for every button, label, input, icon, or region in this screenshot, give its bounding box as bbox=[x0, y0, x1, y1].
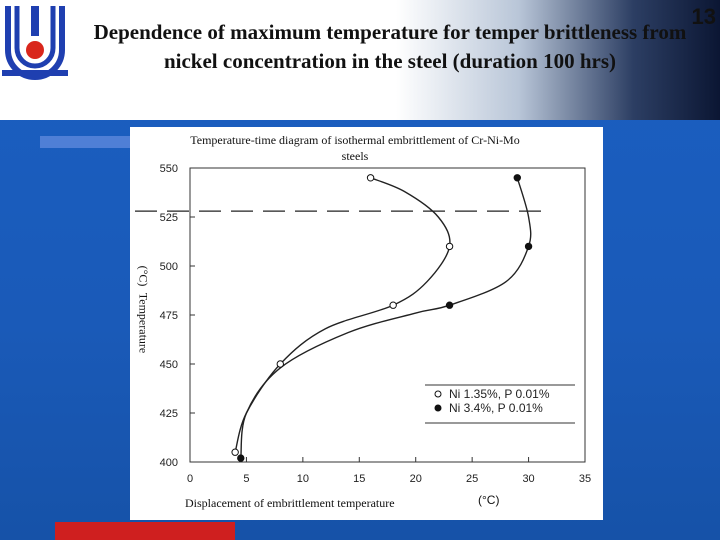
x-tick-label: 25 bbox=[466, 473, 478, 485]
series-2-curve bbox=[240, 177, 532, 459]
x-axis-label: Displacement of embrittlement temperatur… bbox=[185, 496, 395, 510]
series-1-point bbox=[231, 448, 239, 456]
series-2-point bbox=[513, 174, 521, 182]
series-1-point bbox=[445, 242, 454, 251]
x-tick-label: 35 bbox=[579, 473, 591, 485]
series-1-curve bbox=[234, 177, 451, 453]
series-2-point bbox=[445, 301, 454, 309]
series-2-point bbox=[237, 454, 245, 462]
slide-number: 13 bbox=[691, 4, 716, 29]
bottom-accent-bar bbox=[55, 522, 235, 540]
chart-panel bbox=[130, 127, 603, 520]
legend-filled-marker bbox=[434, 404, 442, 412]
chart-title: Temperature-time diagram of isothermal e… bbox=[190, 133, 520, 163]
x-tick-label: 10 bbox=[297, 473, 309, 485]
slide-title: Dependence of maximum temperature for te… bbox=[93, 20, 687, 73]
y-tick-label: 550 bbox=[160, 163, 178, 175]
legend-open-marker bbox=[434, 390, 442, 398]
institute-logo-icon bbox=[2, 6, 68, 80]
x-axis-unit: (°C) bbox=[478, 493, 500, 507]
header-band bbox=[0, 0, 720, 120]
series-2-point bbox=[524, 242, 533, 251]
series-1-point bbox=[389, 301, 397, 309]
legend-entry: Ni 1.35%, P 0.01% bbox=[449, 387, 550, 401]
y-tick-label: 475 bbox=[160, 310, 178, 322]
y-tick-label: 425 bbox=[160, 408, 178, 420]
x-tick-label: 20 bbox=[410, 473, 422, 485]
y-tick-label: 450 bbox=[160, 359, 178, 371]
x-tick-label: 0 bbox=[187, 473, 193, 485]
x-tick-label: 5 bbox=[243, 473, 249, 485]
plot-frame bbox=[189, 167, 586, 463]
y-tick-label: 525 bbox=[160, 212, 178, 224]
y-tick-label: 500 bbox=[160, 261, 178, 273]
legend-entry: Ni 3.4%, P 0.01% bbox=[449, 401, 543, 415]
x-tick-label: 30 bbox=[522, 473, 534, 485]
x-tick-label: 15 bbox=[353, 473, 365, 485]
series-1-point bbox=[366, 174, 375, 182]
y-tick-label: 400 bbox=[160, 457, 178, 469]
series-1-point bbox=[276, 360, 284, 368]
